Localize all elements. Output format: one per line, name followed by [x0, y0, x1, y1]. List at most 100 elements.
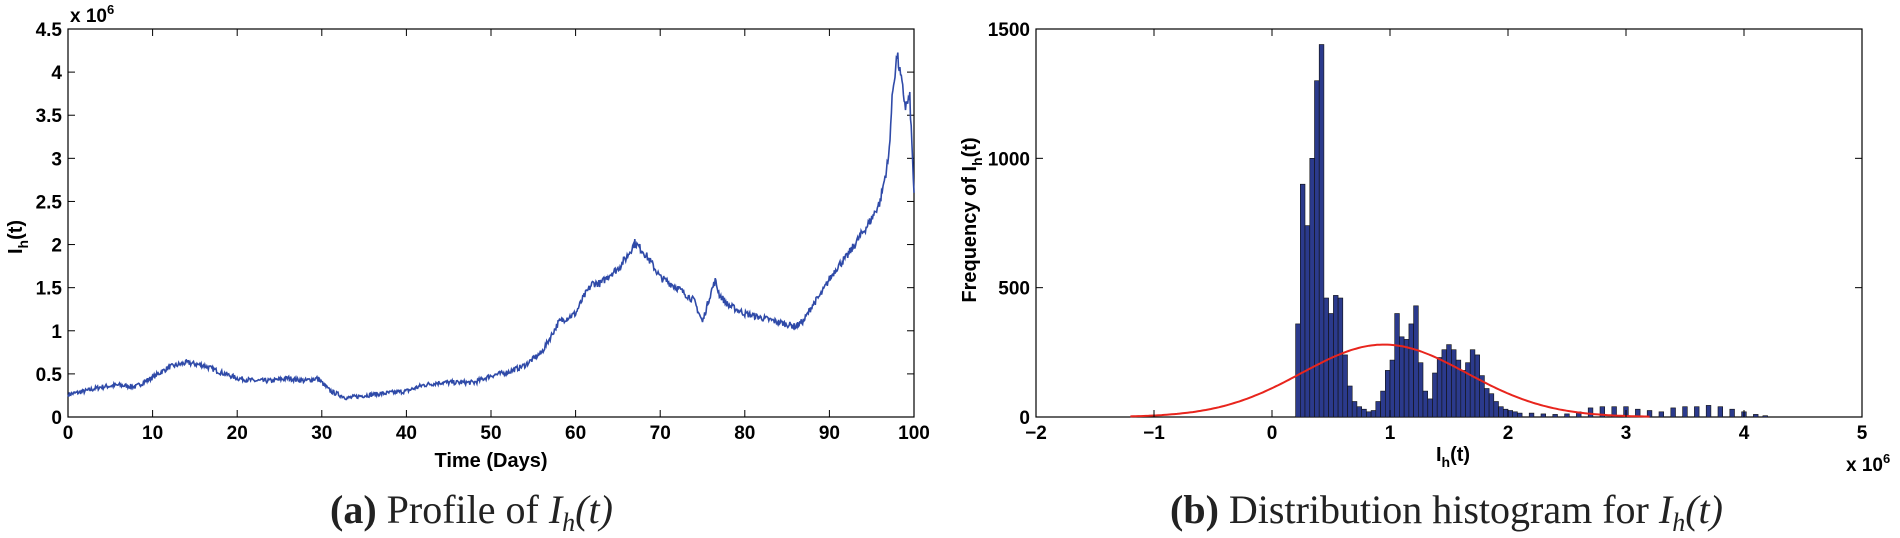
- histogram-bar: [1309, 158, 1315, 418]
- panel-a-x-tick-label: 80: [734, 423, 755, 444]
- panel-a-y-tick-label: 3: [51, 149, 62, 170]
- histogram-bar: [1488, 393, 1495, 418]
- histogram-bar: [1503, 408, 1509, 418]
- histogram-bar: [1658, 411, 1664, 418]
- histogram-bar: [1670, 407, 1676, 418]
- panel-a-x-tick-label: 90: [819, 423, 840, 444]
- histogram-bar: [1347, 385, 1353, 418]
- histogram-bar: [1304, 225, 1310, 418]
- histogram-bar: [1682, 406, 1688, 418]
- histogram-bar: [1762, 415, 1768, 418]
- panel-a-x-tick-label: 100: [898, 423, 930, 444]
- panel-a-x-axis-label: Time (Days): [434, 450, 547, 472]
- panel-a-axes-frame: [67, 28, 915, 418]
- histogram-bar: [1422, 390, 1428, 418]
- panel-a-y-tick-label: 3.5: [36, 106, 63, 127]
- panel-a-x-tick-label: 40: [396, 423, 417, 444]
- panel-a-y-ticks: 0 0.5 1 1.5 2 2.5 3 3.5 4 4.5: [36, 20, 914, 429]
- panel-a-x-tick-label: 60: [565, 423, 586, 444]
- histogram-bar: [1460, 370, 1466, 418]
- histogram-bar: [1552, 414, 1558, 418]
- panel-a-y-tick-label: 1.5: [36, 279, 63, 300]
- histogram-bar: [1446, 344, 1452, 418]
- panel-b-histogram: −2 −1 0 1 2 3 4 5 0 500 1000 1500 x 106 Ih(t) Freq…: [959, 20, 1890, 476]
- histogram-bar: [1564, 413, 1570, 418]
- panel-b-x-tick-label: −1: [1143, 423, 1165, 444]
- panel-a-x-tick-label: 0: [63, 423, 74, 444]
- histogram-bar: [1498, 406, 1504, 418]
- panel-b-x-tick-label: 0: [1267, 423, 1278, 444]
- panel-b-y-tick-label: 1500: [988, 20, 1030, 41]
- panel-a-x-tick-label: 70: [650, 423, 671, 444]
- histogram-bar: [1436, 357, 1443, 418]
- panel-b-x-ticks: −2 −1 0 1 2 3 4 5: [1025, 29, 1868, 444]
- panel-b-y-ticks: 0 500 1000 1500: [988, 20, 1862, 429]
- panel-a-x-tick-label: 30: [311, 423, 332, 444]
- histogram-bar: [1729, 408, 1735, 418]
- panel-a-y-tick-label: 1: [51, 322, 62, 343]
- panel-a-y-multiplier: x 106: [70, 2, 114, 27]
- histogram-bar: [1323, 297, 1329, 418]
- panel-a-x-tick-label: 10: [142, 423, 163, 444]
- panel-b-fit-curve: [1130, 343, 1650, 418]
- panel-b-y-axis-label: Frequency of Ih(t): [959, 137, 985, 302]
- histogram-bar: [1394, 313, 1400, 418]
- panel-b-bars: [1295, 44, 1768, 418]
- histogram-bar: [1318, 44, 1325, 418]
- histogram-bar: [1356, 406, 1362, 418]
- panel-b-x-tick-label: −2: [1025, 423, 1047, 444]
- histogram-bar: [1389, 359, 1395, 418]
- histogram-bar: [1399, 336, 1405, 418]
- histogram-bar: [1380, 390, 1386, 418]
- panel-b-x-tick-label: 4: [1739, 423, 1750, 444]
- histogram-bar: [1493, 401, 1499, 418]
- histogram-bar: [1385, 370, 1391, 418]
- histogram-bar: [1403, 339, 1410, 418]
- histogram-bar: [1408, 323, 1414, 418]
- histogram-bar: [1361, 408, 1367, 418]
- panel-b-x-axis-label: Ih(t): [1436, 444, 1470, 470]
- histogram-bar: [1474, 354, 1480, 418]
- histogram-bar: [1300, 183, 1306, 418]
- histogram-bar: [1717, 406, 1723, 418]
- panel-a-y-tick-label: 0: [51, 408, 62, 429]
- histogram-bar: [1484, 388, 1490, 418]
- panel-a-x-ticks: 0 10 20 30 40 50 60 70 80 90 100: [63, 29, 930, 444]
- panel-a-y-axis-label: Ih(t): [5, 220, 31, 254]
- histogram-bar: [1528, 412, 1535, 418]
- histogram-bar: [1413, 305, 1419, 418]
- panel-a-x-tick-label: 20: [227, 423, 248, 444]
- panel-a-series-line: [67, 52, 915, 401]
- histogram-bar: [1599, 406, 1605, 418]
- histogram-bar: [1517, 412, 1523, 418]
- histogram-bar: [1465, 362, 1471, 418]
- histogram-bar: [1370, 410, 1377, 418]
- histogram-bar: [1295, 323, 1301, 418]
- panel-b-x-tick-label: 5: [1857, 423, 1868, 444]
- panel-a-y-tick-label: 0.5: [36, 365, 63, 386]
- histogram-bar: [1469, 349, 1476, 418]
- panel-a-y-tick-label: 4.5: [36, 20, 63, 41]
- panel-b-x-tick-label: 1: [1385, 423, 1396, 444]
- histogram-bar: [1342, 354, 1348, 418]
- panel-b-x-multiplier: x 106: [1846, 451, 1890, 476]
- panel-a-y-tick-label: 2: [51, 236, 62, 257]
- histogram-bar: [1432, 372, 1438, 418]
- panel-b-x-tick-label: 3: [1621, 423, 1632, 444]
- panel-a-y-tick-label: 2.5: [36, 192, 63, 213]
- histogram-bar: [1540, 413, 1546, 418]
- histogram-bar: [1507, 410, 1513, 418]
- panel-a-line-chart: 0 10 20 30 40 50 60 70 80 90 100 0 0.5 1 1.5 2 2.5 3 3.5 4…: [5, 2, 930, 472]
- histogram-bar: [1451, 349, 1457, 418]
- histogram-bar: [1611, 406, 1617, 418]
- histogram-bar: [1337, 297, 1344, 418]
- panel-b-y-tick-label: 0: [1019, 408, 1030, 429]
- panel-a-y-tick-label: 4: [51, 63, 62, 84]
- panel-b-x-tick-label: 2: [1503, 423, 1514, 444]
- histogram-bar: [1418, 362, 1424, 418]
- histogram-bar: [1366, 411, 1372, 418]
- histogram-bar: [1694, 406, 1700, 418]
- caption-b: (b) Distribution histogram for Ih(t): [1170, 487, 1723, 537]
- histogram-bar: [1351, 401, 1358, 418]
